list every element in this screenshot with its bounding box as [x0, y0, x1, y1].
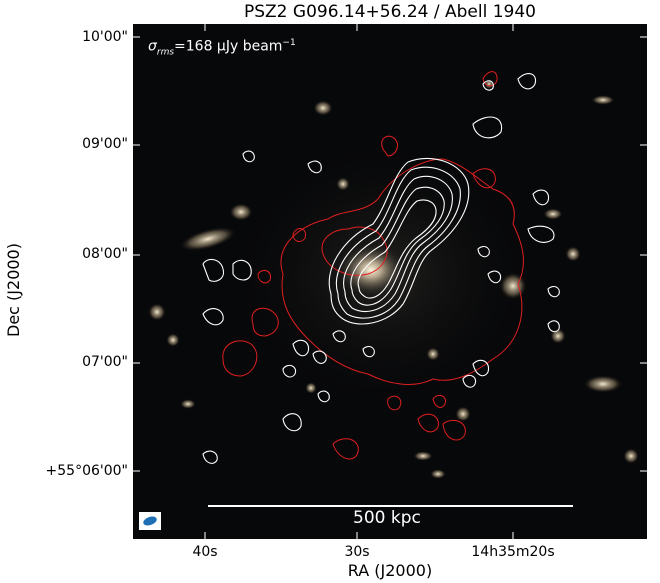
optical-radio-overlay-image: σrms=168 μJy beam−1 500 kpc [133, 24, 647, 539]
ra-tick-label: 14h35m20s [471, 544, 555, 560]
dec-tick-label: 10'00" [82, 29, 128, 45]
dec-tick-label: 09'00" [82, 136, 128, 152]
ra-tick-label: 30s [344, 544, 370, 560]
sky-image-svg [133, 24, 647, 539]
rms-subscript: rms [156, 47, 175, 58]
rms-symbol: σ [148, 38, 157, 55]
scale-bar-label: 500 kpc [353, 508, 421, 528]
ra-tick-label: 40s [192, 544, 218, 560]
figure-title: PSZ2 G096.14+56.24 / Abell 1940 [243, 2, 536, 22]
dec-tick-label: 08'00" [82, 246, 128, 262]
galaxy-field [148, 79, 639, 479]
beam-ellipse-icon [142, 514, 158, 528]
rms-noise-label: σrms=168 μJy beam−1 [148, 38, 296, 57]
rms-exponent: −1 [282, 38, 296, 48]
axis-tickmarks [133, 24, 647, 539]
white-radio-contours [202, 73, 560, 464]
dec-tick-label: 07'00" [82, 354, 128, 370]
dec-tick-label: +55°06'00" [45, 463, 128, 479]
dec-axis-label: Dec (J2000) [4, 243, 23, 337]
red-radio-contours [222, 71, 524, 460]
rms-value: =168 μJy beam [174, 38, 283, 55]
beam-legend [139, 512, 161, 530]
ra-axis-label: RA (J2000) [347, 561, 433, 580]
